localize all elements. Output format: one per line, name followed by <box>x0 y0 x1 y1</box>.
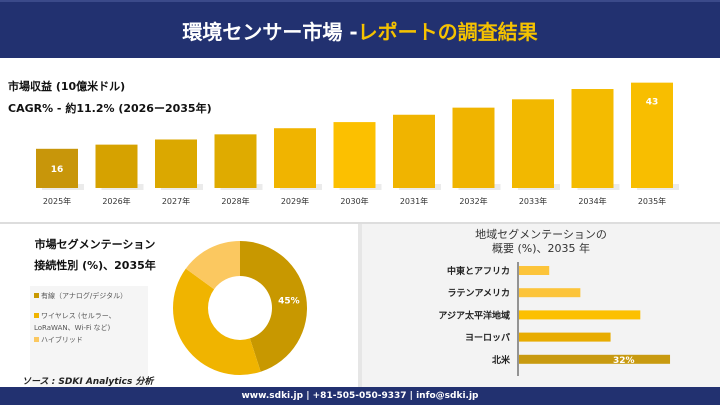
donut-legend: 有線（アナログ/デジタル） ワイヤレス (セルラー、LoRaWAN、Wi-Fi … <box>30 286 148 394</box>
region-bar <box>519 354 671 364</box>
legend-item: ワイヤレス (セルラー、LoRaWAN、Wi-Fi など) <box>34 312 116 332</box>
revenue-bar <box>333 122 376 188</box>
region-label: ヨーロッパ <box>465 332 510 344</box>
revenue-bar-chart: 2025年 16 2026年 2027年 2028年 2029年 2030年 2031年 203… <box>36 82 679 206</box>
page-header: 環境センサー市場 - レポートの調査結果 <box>0 0 720 58</box>
year-label: 2033年 <box>519 196 547 206</box>
year-label: 2035年 <box>638 196 666 206</box>
cagr-label: CAGR% - 約11.2% (2026ー2035年) <box>8 102 212 115</box>
bar-value-label: 43 <box>646 98 659 108</box>
bar-value-label: 32% <box>613 356 635 366</box>
region-bar <box>519 332 611 342</box>
footer-contact: www.sdki.jp | +81-505-050-9337 | info@sd… <box>0 387 720 405</box>
region-label: ラテンアメリカ <box>447 288 510 299</box>
title-main: 環境センサー市場 - <box>182 19 358 44</box>
region-label: 北米 <box>492 354 511 366</box>
connectivity-panel: 市場セグメンテーション 接続性別 (%)、2035年 有線（アナログ/デジタル）… <box>0 224 358 394</box>
revenue-panel: 市場収益 (10億米ドル) CAGR% - 約11.2% (2026ー2035年… <box>0 58 720 224</box>
legend-item: 有線（アナログ/デジタル） <box>34 290 144 302</box>
revenue-label: 市場収益 (10億米ドル) <box>8 80 126 93</box>
revenue-bar <box>274 128 316 188</box>
year-label: 2028年 <box>221 196 249 206</box>
year-label: 2030年 <box>340 196 368 206</box>
revenue-bar <box>512 99 554 188</box>
year-label: 2029年 <box>281 196 309 206</box>
year-label: 2025年 <box>43 196 71 206</box>
year-label: 2026年 <box>102 196 130 206</box>
legend-swatch <box>34 293 39 298</box>
legend-item: ハイブリッド <box>34 334 144 346</box>
revenue-bar <box>95 144 138 188</box>
revenue-bar <box>571 89 614 188</box>
year-label: 2027年 <box>162 196 190 206</box>
year-label: 2034年 <box>578 196 606 206</box>
revenue-bar <box>155 139 197 188</box>
region-label: アジア太平洋地域 <box>438 309 510 321</box>
revenue-bar <box>393 114 435 188</box>
connectivity-title-2: 接続性別 (%)、2035年 <box>34 259 156 272</box>
revenue-bar <box>631 82 673 188</box>
region-panel: 地域セグメンテーションの 概要 (%)、2035 年 中東とアフリカ ラテンアメリカ… <box>362 224 720 387</box>
source-note: ソース : SDKI Analytics 分析 <box>22 377 154 387</box>
donut-slice <box>173 268 261 375</box>
region-bar <box>519 310 641 320</box>
panel-divider <box>358 224 362 387</box>
donut-slice <box>185 241 240 290</box>
year-label: 2031年 <box>400 196 428 206</box>
legend-swatch <box>34 337 39 342</box>
year-label: 2032年 <box>459 196 487 206</box>
connectivity-donut-chart: 45% <box>173 241 307 375</box>
region-title: 地域セグメンテーションの 概要 (%)、2035 年 <box>475 228 607 255</box>
slice-value-label: 45% <box>278 296 300 306</box>
title-accent: レポートの調査結果 <box>357 19 538 44</box>
revenue-bar <box>452 107 495 188</box>
region-bar <box>519 288 581 298</box>
connectivity-title-1: 市場セグメンテーション <box>34 238 156 251</box>
revenue-bar <box>214 134 257 188</box>
legend-swatch <box>34 313 39 318</box>
bar-value-label: 16 <box>51 165 64 175</box>
revenue-bar <box>36 148 78 188</box>
region-bar <box>519 266 550 275</box>
donut-slice <box>240 241 307 372</box>
region-label: 中東とアフリカ <box>447 265 510 277</box>
